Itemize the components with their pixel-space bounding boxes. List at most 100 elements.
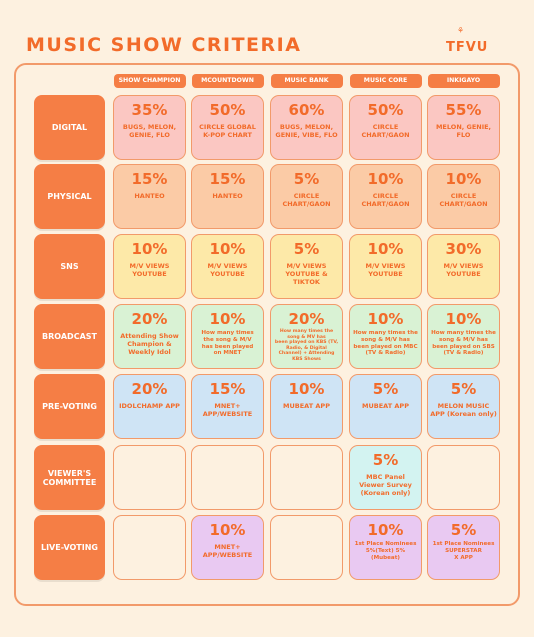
criteria-cell: 20% Attending Show Champion & Weekly Idol <box>113 304 186 369</box>
criteria-cell: 10% 1st Place Nominees 5%(Text) 5% (Mubea… <box>349 515 422 580</box>
percentage-value: 20% <box>131 310 168 328</box>
percentage-value: 30% <box>445 240 482 258</box>
criteria-source: MUBEAT APP <box>283 402 330 410</box>
criteria-source: BUGS, MELON, GENIE, FLO <box>122 123 177 139</box>
percentage-value: 50% <box>209 101 246 119</box>
criteria-cell: 10% M/V VIEWS YOUTUBE <box>113 234 186 299</box>
criteria-source: Attending Show Champion & Weekly Idol <box>120 332 179 356</box>
criteria-source: M/V VIEWS YOUTUBE <box>365 262 406 278</box>
percentage-value: 10% <box>209 310 246 328</box>
criteria-source: How many times the song & M/V has been p… <box>353 330 418 357</box>
criteria-cell: 5% M/V VIEWS YOUTUBE & TIKTOK <box>270 234 343 299</box>
percentage-value: 10% <box>367 170 404 188</box>
criteria-cell: 15% MNET+ APP/WEBSITE <box>191 374 264 439</box>
percentage-value: 10% <box>209 240 246 258</box>
percentage-value: 15% <box>131 170 168 188</box>
percentage-value: 60% <box>288 101 325 119</box>
criteria-cell: 60% BUGS, MELON, GENIE, VIBE, FLO <box>270 95 343 160</box>
row-label: PRE-VOTING <box>34 374 105 439</box>
criteria-cell: 10% MUBEAT APP <box>270 374 343 439</box>
percentage-value: 5% <box>450 521 477 539</box>
criteria-source: M/V VIEWS YOUTUBE <box>443 262 484 278</box>
flower-icon: ⚘ <box>457 26 465 35</box>
criteria-source: CIRCLE GLOBAL K-POP CHART <box>199 123 256 139</box>
criteria-cell: 20% How many times the song & MV has been… <box>270 304 343 369</box>
criteria-cell: 5% CIRCLE CHART/GAON <box>270 164 343 229</box>
row-label-text: BROADCAST <box>42 332 97 341</box>
row-label-text: LIVE-VOTING <box>40 543 98 552</box>
criteria-table-frame <box>14 63 520 606</box>
criteria-source: 1st Place Nominees 5%(Text) 5% (Mubeat) <box>354 541 417 561</box>
criteria-source: MELON MUSIC APP (Korean only) <box>430 402 497 418</box>
criteria-cell: 10% M/V VIEWS YOUTUBE <box>191 234 264 299</box>
percentage-value: 50% <box>367 101 404 119</box>
row-label-text: PRE-VOTING <box>42 402 97 411</box>
criteria-cell: 55% MELON, GENIE, FLO <box>427 95 500 160</box>
criteria-source: M/V VIEWS YOUTUBE & TIKTOK <box>285 262 328 286</box>
criteria-cell: 5% MELON MUSIC APP (Korean only) <box>427 374 500 439</box>
criteria-source: M/V VIEWS YOUTUBE <box>129 262 170 278</box>
row-label: BROADCAST <box>34 304 105 369</box>
criteria-cell: 5% MBC Panel Viewer Survey (Korean only) <box>349 445 422 510</box>
row-label: DIGITAL <box>34 95 105 160</box>
percentage-value: 10% <box>288 380 325 398</box>
percentage-value: 5% <box>372 380 399 398</box>
percentage-value: 10% <box>367 521 404 539</box>
empty-cell <box>191 445 264 510</box>
criteria-cell: 50% CIRCLE GLOBAL K-POP CHART <box>191 95 264 160</box>
empty-cell <box>270 445 343 510</box>
criteria-cell: 20% IDOLCHAMP APP <box>113 374 186 439</box>
criteria-source: How many times the song & MV has been pl… <box>274 329 339 362</box>
percentage-value: 10% <box>367 240 404 258</box>
percentage-value: 20% <box>131 380 168 398</box>
criteria-source: 1st Place Nominees SUPERSTAR X APP <box>432 541 495 561</box>
percentage-value: 5% <box>372 451 399 469</box>
criteria-source: CIRCLE CHART/GAON <box>361 123 410 139</box>
empty-cell <box>113 515 186 580</box>
criteria-source: How many times the song & M/V has been p… <box>201 330 254 357</box>
percentage-value: 15% <box>209 380 246 398</box>
criteria-cell: 15% HANTEO <box>113 164 186 229</box>
criteria-cell: 30% M/V VIEWS YOUTUBE <box>427 234 500 299</box>
row-label: VIEWER'S COMMITTEE <box>34 445 105 510</box>
percentage-value: 5% <box>450 380 477 398</box>
criteria-source: HANTEO <box>212 192 243 200</box>
percentage-value: 35% <box>131 101 168 119</box>
percentage-value: 20% <box>288 310 325 328</box>
percentage-value: 15% <box>209 170 246 188</box>
column-header: MUSIC BANK <box>270 74 343 88</box>
percentage-value: 10% <box>209 521 246 539</box>
criteria-cell: 10% How many times the song & M/V has bee… <box>191 304 264 369</box>
row-label: PHYSICAL <box>34 164 105 229</box>
column-header: SHOW CHAMPION <box>113 74 186 88</box>
criteria-cell: 50% CIRCLE CHART/GAON <box>349 95 422 160</box>
row-label-text: PHYSICAL <box>47 192 92 201</box>
empty-cell <box>427 445 500 510</box>
criteria-source: MELON, GENIE, FLO <box>435 123 492 139</box>
logo: TFVU <box>446 40 489 55</box>
percentage-value: 10% <box>445 170 482 188</box>
page-title: MUSIC SHOW CRITERIA <box>26 34 302 56</box>
row-label: LIVE-VOTING <box>34 515 105 580</box>
criteria-cell: 5% 1st Place Nominees SUPERSTAR X APP <box>427 515 500 580</box>
criteria-cell: 10% CIRCLE CHART/GAON <box>427 164 500 229</box>
criteria-source: How many times the song & M/V has been p… <box>431 330 496 357</box>
percentage-value: 55% <box>445 101 482 119</box>
column-header: INKIGAYO <box>427 74 500 88</box>
criteria-cell: 35% BUGS, MELON, GENIE, FLO <box>113 95 186 160</box>
column-header: MCOUNTDOWN <box>191 74 264 88</box>
percentage-value: 10% <box>367 310 404 328</box>
percentage-value: 5% <box>293 240 320 258</box>
criteria-cell: 15% HANTEO <box>191 164 264 229</box>
criteria-source: M/V VIEWS YOUTUBE <box>207 262 248 278</box>
percentage-value: 10% <box>131 240 168 258</box>
row-label-text: VIEWER'S COMMITTEE <box>42 468 97 487</box>
criteria-source: CIRCLE CHART/GAON <box>282 192 331 208</box>
criteria-cell: 10% MNET+ APP/WEBSITE <box>191 515 264 580</box>
percentage-value: 5% <box>293 170 320 188</box>
criteria-source: IDOLCHAMP APP <box>119 402 180 410</box>
criteria-source: HANTEO <box>134 192 165 200</box>
criteria-source: CIRCLE CHART/GAON <box>361 192 410 208</box>
row-label-text: SNS <box>60 262 79 271</box>
column-header: MUSIC CORE <box>349 74 422 88</box>
